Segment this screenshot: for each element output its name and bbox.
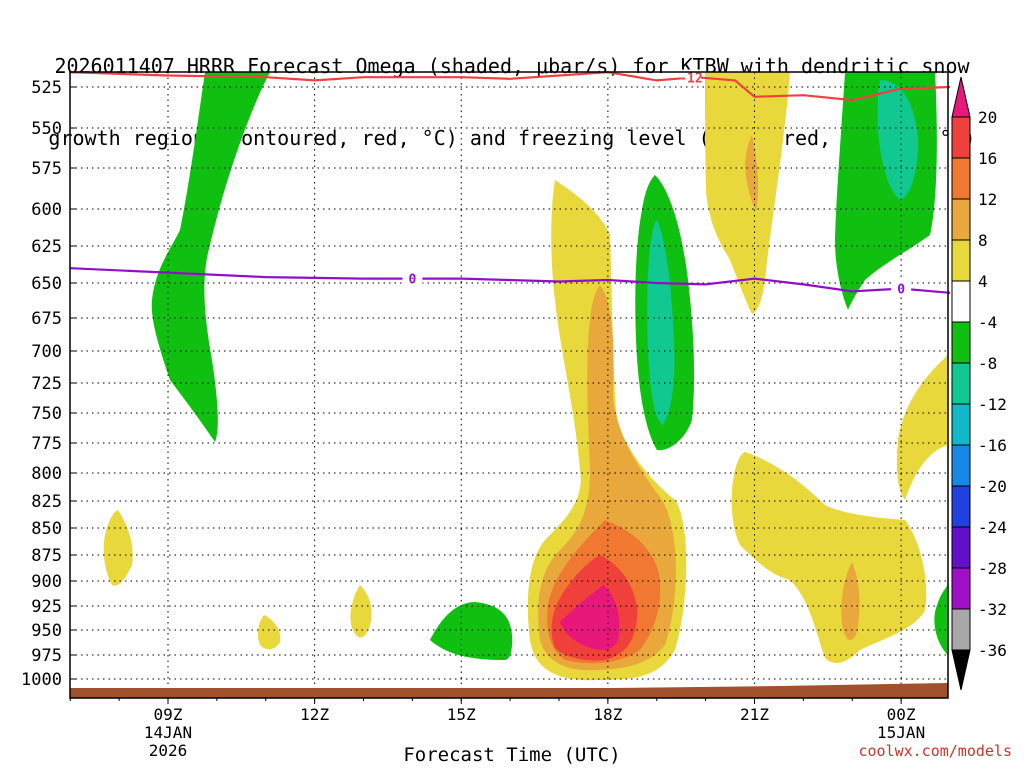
colorbar-label: -20 xyxy=(978,477,1007,496)
x-tick-year: 2026 xyxy=(149,741,188,760)
colorbar-label: -24 xyxy=(978,518,1007,537)
y-tick-label: 650 xyxy=(31,274,62,294)
dgz-minus12-contour-label: -12 xyxy=(679,72,702,87)
y-tick-label: 900 xyxy=(31,572,62,592)
freezing-level-contour-label: 0 xyxy=(408,273,416,288)
colorbar-label: -4 xyxy=(978,313,997,332)
x-tick-label: 12Z xyxy=(300,705,329,724)
freezing-level-contour-label: 0 xyxy=(897,283,905,298)
y-tick-label: 850 xyxy=(31,519,62,539)
x-tick-date: 14JAN xyxy=(144,723,192,742)
x-tick-label: 00Z xyxy=(887,705,916,724)
grid-lines xyxy=(70,72,948,698)
y-tick-label: 600 xyxy=(31,200,62,220)
plot-frame xyxy=(69,71,949,699)
colorbar-swatch xyxy=(951,526,971,569)
colorbar-label: -28 xyxy=(978,559,1007,578)
colorbar-swatch xyxy=(951,403,971,446)
colorbar-swatch xyxy=(951,157,971,200)
colorbar: 20 16 12 8 4 -4 -8 -12 -16 -20 -24 -28 -32 -36 xyxy=(951,76,1007,691)
colorbar-label: -16 xyxy=(978,436,1007,455)
y-tick-label: 975 xyxy=(31,646,62,666)
freezing-level-contour-label-bg xyxy=(402,270,423,285)
x-tick-label: 18Z xyxy=(593,705,622,724)
colorbar-swatch xyxy=(951,198,971,241)
colorbar-swatch xyxy=(951,239,971,282)
colorbar-label: 4 xyxy=(978,272,988,291)
omega-region-minus4-b xyxy=(430,602,513,660)
omega-region-plus4-g xyxy=(350,585,372,638)
colorbar-bottom-arrow xyxy=(951,649,971,691)
y-tick-label: 775 xyxy=(31,434,62,454)
omega-shading xyxy=(103,72,948,681)
colorbar-label: -12 xyxy=(978,395,1007,414)
x-tick-date: 15JAN xyxy=(877,723,925,742)
credit-text: coolwx.com/models xyxy=(858,742,1012,760)
omega-region-plus4-f xyxy=(257,615,281,650)
omega-region-minus8-d xyxy=(877,80,918,200)
x-tick-label: 21Z xyxy=(740,705,769,724)
omega-region-plus4-d xyxy=(896,355,948,500)
y-tick-label: 575 xyxy=(31,159,62,179)
x-tick-label: 15Z xyxy=(447,705,476,724)
colorbar-swatch xyxy=(951,280,971,323)
colorbar-swatch xyxy=(951,567,971,610)
omega-region-minus4-e xyxy=(934,585,948,655)
omega-region-plus4-b xyxy=(705,72,790,314)
ground-surface xyxy=(70,683,948,698)
y-tick-label: 875 xyxy=(31,546,62,566)
colorbar-swatch xyxy=(951,362,971,405)
colorbar-swatch xyxy=(951,608,971,651)
y-tick-label: 675 xyxy=(31,309,62,329)
omega-region-plus8-b xyxy=(745,135,759,210)
colorbar-label: -32 xyxy=(978,600,1007,619)
y-tick-label: 800 xyxy=(31,464,62,484)
freezing-level-contour xyxy=(70,267,951,294)
colorbar-swatch xyxy=(951,485,971,528)
y-tick-label: 625 xyxy=(31,237,62,257)
colorbar-label: 16 xyxy=(978,149,997,168)
y-tick-label: 525 xyxy=(31,78,62,98)
y-axis: 525 550 575 600 625 650 675 700 725 750 775 800 825 8… xyxy=(21,78,76,690)
dgz-minus12-contour-label-bg xyxy=(680,69,701,84)
omega-region-minus4-a xyxy=(151,72,270,442)
x-tick-label: 09Z xyxy=(154,705,183,724)
y-tick-label: 725 xyxy=(31,374,62,394)
omega-region-plus8-c xyxy=(841,562,860,641)
colorbar-label: 8 xyxy=(978,231,988,250)
omega-region-plus4-e xyxy=(103,510,133,586)
y-tick-label: 925 xyxy=(31,597,62,617)
omega-region-plus4-c xyxy=(731,452,927,664)
omega-region-plus20-a xyxy=(560,585,620,650)
y-tick-label: 700 xyxy=(31,342,62,362)
omega-region-minus8-c xyxy=(647,220,675,425)
colorbar-label: -8 xyxy=(978,354,997,373)
y-tick-label: 825 xyxy=(31,492,62,512)
colorbar-swatch xyxy=(951,321,971,364)
freezing-level-contour-label-bg xyxy=(891,280,912,295)
colorbar-label: 12 xyxy=(978,190,997,209)
colorbar-label: -36 xyxy=(978,641,1007,660)
colorbar-swatch xyxy=(951,444,971,487)
y-tick-label: 1000 xyxy=(21,670,62,690)
colorbar-swatch xyxy=(951,116,971,159)
colorbar-top-arrow xyxy=(951,76,971,118)
colorbar-label: 20 xyxy=(978,108,997,127)
x-axis-title: Forecast Time (UTC) xyxy=(403,744,621,766)
y-tick-label: 550 xyxy=(31,119,62,139)
y-tick-label: 750 xyxy=(31,404,62,424)
y-tick-label: 950 xyxy=(31,621,62,641)
